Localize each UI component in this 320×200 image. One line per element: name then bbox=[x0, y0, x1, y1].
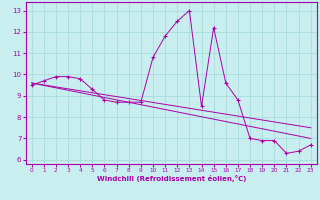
X-axis label: Windchill (Refroidissement éolien,°C): Windchill (Refroidissement éolien,°C) bbox=[97, 175, 246, 182]
